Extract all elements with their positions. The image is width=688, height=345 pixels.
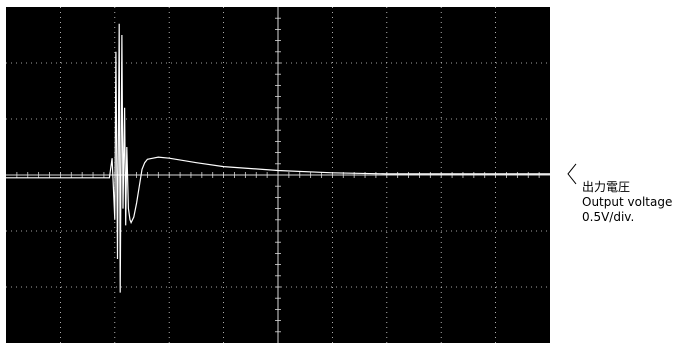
trace-label-english: Output voltage: [582, 195, 673, 209]
trace-annotation: 出力電圧 Output voltage 0.5V/div.: [582, 180, 672, 225]
trace-level-marker: [567, 163, 577, 185]
output-voltage-trace: [6, 23, 550, 293]
level-marker-triangle: [567, 163, 577, 185]
trace-label-japanese: 出力電圧: [582, 180, 631, 194]
graticule-grid: [6, 7, 550, 343]
trace-scale-label: 0.5V/div.: [582, 210, 635, 224]
